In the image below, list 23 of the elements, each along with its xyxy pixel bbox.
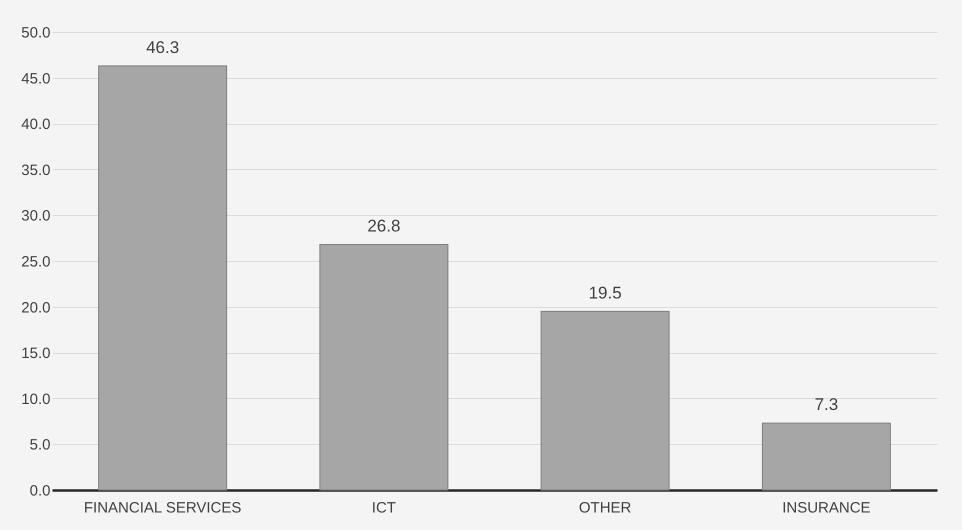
y-tick-label: 15.0	[21, 345, 50, 362]
y-tick-label: 0.0	[30, 482, 50, 500]
y-tick-label: 20.0	[21, 299, 50, 316]
x-tick-label: ICT	[372, 500, 396, 516]
bar	[98, 65, 228, 490]
x-tick-label: OTHER	[578, 500, 632, 516]
y-tick-label: 45.0	[21, 70, 50, 88]
x-tick-label: INSURANCE	[782, 500, 871, 516]
y-tick-label: 40.0	[21, 116, 50, 134]
data-label: 46.3	[146, 38, 180, 57]
data-label: 26.8	[367, 216, 400, 236]
y-tick-label: 50.0	[21, 24, 50, 42]
y-tick-label: 35.0	[21, 162, 50, 179]
y-tick-label: 25.0	[21, 254, 50, 270]
bar	[319, 244, 448, 490]
data-label: 7.3	[814, 395, 838, 414]
y-tick-label: 30.0	[21, 208, 50, 225]
x-tick-label: FINANCIAL SERVICES	[84, 500, 242, 516]
bar	[762, 422, 891, 490]
y-tick-label: 10.0	[21, 390, 50, 408]
y-tick-label: 5.0	[30, 436, 50, 454]
bar	[540, 310, 670, 490]
data-label: 19.5	[588, 283, 622, 302]
